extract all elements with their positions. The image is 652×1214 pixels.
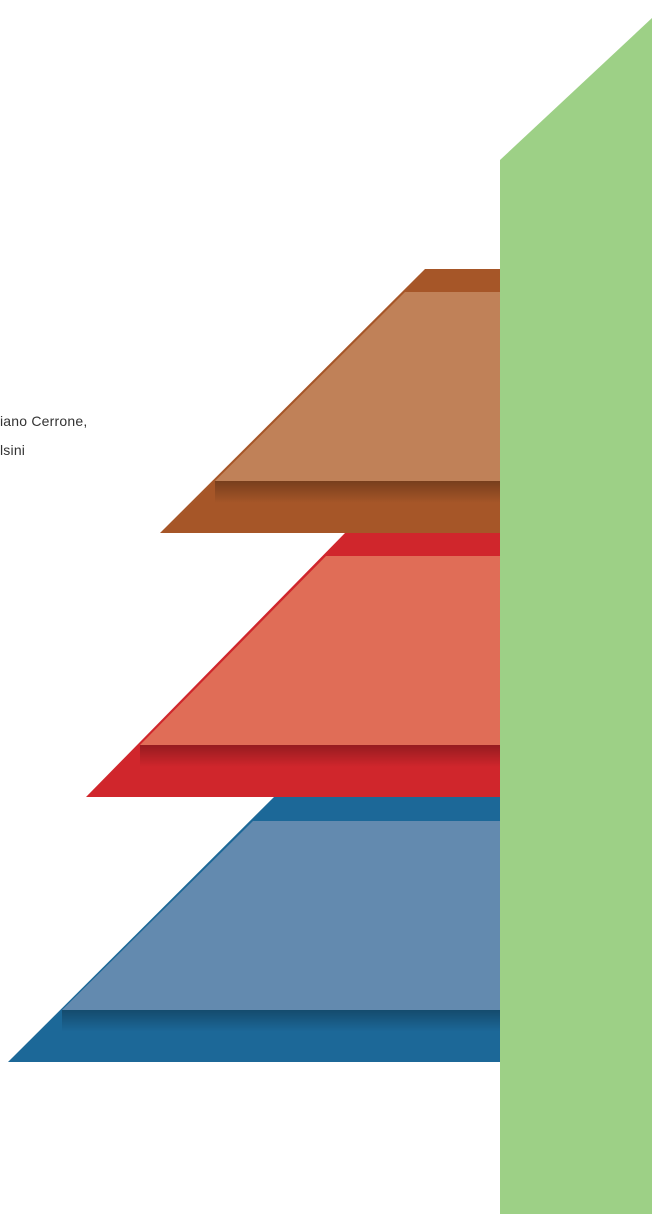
caption-line-1: iano Cerrone, <box>0 413 88 429</box>
middle-tier-shadow <box>140 745 500 767</box>
bottom-tier-face <box>62 821 500 1010</box>
bottom-tier <box>8 797 500 1062</box>
green-panel <box>500 18 652 1214</box>
middle-tier <box>86 533 500 797</box>
bottom-tier-shadow <box>62 1010 500 1032</box>
middle-tier-face <box>140 556 500 745</box>
caption-line-2: lsini <box>0 442 26 458</box>
top-tier <box>160 269 500 533</box>
top-tier-face <box>215 292 500 481</box>
top-tier-shadow <box>215 481 500 503</box>
